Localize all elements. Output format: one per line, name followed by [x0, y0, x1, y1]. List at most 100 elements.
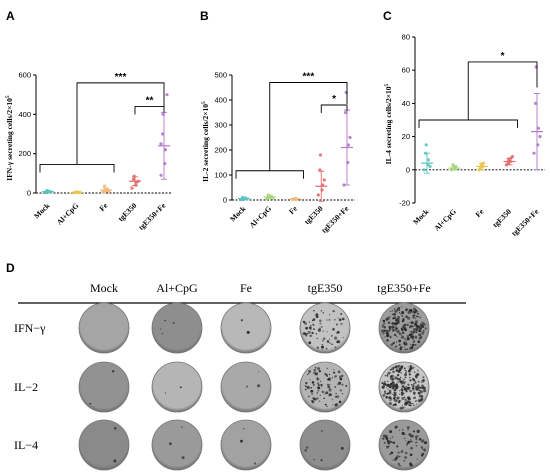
spot	[331, 398, 334, 401]
spot	[329, 314, 331, 316]
spot	[396, 445, 399, 448]
spot	[414, 325, 417, 327]
spot	[395, 457, 398, 460]
spot	[391, 377, 395, 381]
spot	[419, 323, 422, 326]
y-tick-label: 300	[214, 121, 227, 130]
spot	[407, 383, 410, 386]
significance-label: **	[146, 95, 154, 106]
spot	[406, 323, 409, 327]
significance-bracket	[467, 61, 538, 120]
spot	[404, 376, 407, 379]
spot	[420, 446, 423, 449]
data-point	[506, 161, 510, 165]
spot	[391, 325, 395, 329]
spot	[396, 400, 398, 402]
spot	[407, 366, 409, 368]
spot	[382, 382, 386, 386]
spot	[381, 382, 384, 385]
spot	[396, 308, 399, 310]
spot	[385, 436, 389, 440]
data-point	[428, 164, 432, 169]
data-point	[451, 163, 455, 167]
spot	[396, 341, 398, 343]
elispot-well	[78, 419, 130, 471]
spot	[383, 322, 386, 325]
spot	[304, 449, 307, 452]
spot	[400, 328, 404, 331]
spot	[417, 380, 420, 383]
spot	[404, 328, 408, 332]
significance-label: ***	[115, 72, 127, 83]
spot	[387, 440, 389, 442]
category-label: tgE350	[302, 204, 324, 226]
spot	[326, 367, 329, 370]
y-tick-label: 100	[214, 171, 227, 180]
spot	[383, 380, 386, 383]
spot	[382, 393, 386, 397]
spot	[308, 341, 312, 345]
spot	[339, 389, 342, 392]
spot	[406, 396, 410, 400]
category-label: Fe	[473, 207, 485, 219]
spot	[417, 398, 421, 402]
spot	[412, 391, 416, 395]
spot	[391, 393, 394, 395]
spot	[421, 331, 425, 335]
spot	[421, 439, 425, 443]
spot	[112, 370, 115, 373]
data-point	[132, 177, 136, 181]
spot	[397, 364, 401, 368]
y-tick-label: 500	[214, 71, 227, 80]
spot	[393, 392, 396, 395]
spot	[388, 396, 391, 400]
y-axis-label: IL-4 secreting cells/2×105	[384, 83, 393, 164]
spot	[393, 333, 396, 336]
spot	[332, 328, 335, 331]
y-tick-label: 200	[18, 149, 31, 158]
spot	[395, 345, 398, 348]
spot	[341, 392, 344, 395]
spot	[407, 316, 411, 320]
spot	[403, 437, 406, 439]
spot	[312, 383, 315, 386]
spot	[415, 441, 417, 444]
spot	[405, 340, 407, 342]
spot	[417, 373, 420, 376]
column-header: Fe	[240, 281, 252, 295]
spot	[386, 329, 390, 333]
spot	[334, 318, 336, 321]
spot	[409, 389, 412, 393]
spot	[405, 401, 408, 405]
spot	[409, 463, 413, 467]
spot	[410, 346, 414, 349]
spot	[412, 331, 414, 334]
spot	[304, 333, 307, 336]
spot	[407, 440, 411, 444]
spot	[405, 315, 408, 318]
elispot-well	[151, 302, 203, 354]
spot	[320, 310, 323, 312]
spot	[324, 372, 327, 376]
y-tick-label: -20	[399, 199, 410, 208]
category-label: Fe	[287, 204, 299, 216]
data-point	[346, 143, 350, 147]
elispot-well	[151, 419, 203, 471]
spot	[395, 322, 398, 325]
spot	[411, 325, 414, 328]
spot	[321, 390, 325, 394]
spot	[413, 366, 415, 369]
spot	[410, 384, 413, 386]
spot	[386, 339, 389, 342]
elispot-well	[78, 302, 130, 354]
spot	[410, 438, 412, 440]
spot	[400, 372, 403, 374]
data-point	[165, 93, 169, 97]
spot	[405, 386, 407, 388]
data-point	[532, 151, 536, 155]
spot	[304, 388, 307, 391]
spot	[399, 309, 401, 312]
spot	[341, 383, 344, 386]
spot	[317, 367, 321, 371]
